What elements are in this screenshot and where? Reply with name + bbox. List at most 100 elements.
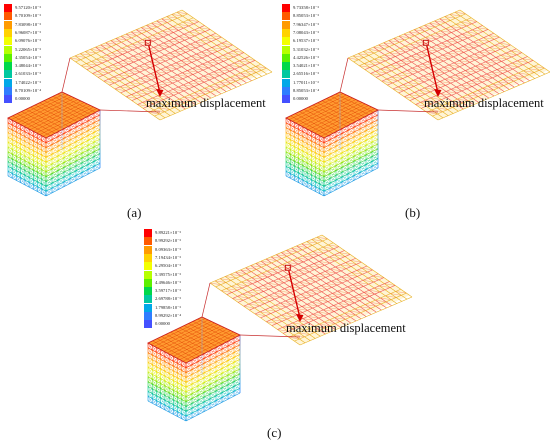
roof-brace — [324, 321, 336, 324]
panel-c: 9.89221×10⁻³ 8.99292×10⁻³ 8.09363×10⁻³ 7.19… — [140, 225, 415, 446]
legend-swatch — [4, 20, 12, 29]
roof-brace — [495, 57, 507, 60]
brace — [311, 147, 316, 151]
brace — [29, 160, 34, 164]
brace — [87, 156, 95, 165]
roof-brace — [110, 40, 122, 43]
roof-brace — [272, 268, 283, 271]
brace — [12, 146, 17, 150]
roof-brace — [207, 61, 219, 64]
brace — [160, 395, 165, 399]
brace — [169, 394, 174, 398]
roof-brace — [415, 104, 427, 107]
roof-brace — [251, 277, 263, 280]
brace — [33, 133, 38, 137]
floor-beam — [7, 175, 47, 197]
brace — [215, 368, 223, 377]
brace — [93, 119, 101, 128]
roof-brace — [481, 75, 493, 79]
brace — [156, 393, 161, 396]
brace — [329, 151, 337, 160]
brace — [290, 151, 295, 155]
brace — [24, 162, 30, 166]
brace — [311, 172, 316, 175]
brace — [177, 404, 182, 408]
brace — [371, 163, 379, 172]
floor-beam — [7, 146, 47, 168]
brace — [203, 398, 211, 407]
roof-brace — [392, 88, 404, 91]
roof-brace — [209, 85, 221, 88]
roof-brace — [120, 86, 131, 89]
legend-value: 1.77011×10⁻³ — [293, 79, 319, 85]
brace — [221, 360, 229, 369]
legend-value: 5.22065×10⁻³ — [15, 46, 41, 52]
brace — [181, 391, 187, 395]
brace — [371, 148, 379, 157]
floor-beam — [285, 122, 325, 144]
roof-brace — [296, 308, 308, 311]
roof-brace — [216, 45, 228, 48]
legend-swatch — [282, 37, 290, 46]
brace — [341, 125, 349, 134]
roof-brace — [426, 112, 438, 115]
brace — [12, 127, 17, 131]
brace — [347, 146, 355, 155]
brace — [7, 163, 13, 167]
roof-brace — [289, 286, 301, 289]
brace — [298, 126, 303, 130]
brace — [203, 379, 211, 388]
roof-brace — [184, 34, 195, 37]
roof-brace — [120, 36, 132, 39]
legend-swatch — [282, 70, 290, 79]
floor-beam — [147, 347, 187, 369]
brace — [20, 179, 25, 183]
brace — [319, 186, 325, 190]
roof-brace — [218, 69, 230, 72]
annotation-arrow — [148, 45, 161, 94]
brace — [41, 152, 47, 156]
brace — [45, 154, 53, 163]
roof-brace — [86, 63, 98, 66]
brace — [227, 391, 235, 400]
brace — [347, 175, 355, 184]
brace — [185, 369, 193, 378]
legend-value: 6.29504×10⁻³ — [155, 263, 181, 269]
roof-brace — [341, 276, 353, 279]
brace — [93, 143, 101, 152]
legend-value: 2.69788×10⁻³ — [155, 296, 181, 302]
roof-brace — [462, 96, 474, 99]
brace — [16, 172, 21, 176]
roof-brace — [112, 64, 124, 67]
brace — [12, 131, 17, 135]
brace — [169, 361, 174, 364]
legend-swatch — [144, 295, 152, 304]
roof-brace — [239, 60, 251, 63]
brace — [215, 373, 223, 382]
legend-value: 6.09076×10⁻³ — [15, 38, 41, 44]
brace — [57, 172, 65, 181]
brace — [169, 356, 174, 360]
brace — [63, 130, 71, 139]
brace — [359, 120, 367, 130]
brace — [63, 139, 71, 149]
brace — [81, 140, 89, 149]
roof-brace — [447, 52, 459, 55]
roof-brace — [466, 19, 477, 22]
floor-beam — [185, 363, 241, 393]
legend-row: 0.00000 — [4, 95, 64, 104]
brace — [315, 169, 320, 173]
roof-brace — [325, 271, 336, 274]
legend-value: 4.49646×10⁻³ — [155, 279, 181, 285]
brace — [341, 168, 349, 178]
brace — [29, 145, 34, 149]
legend-row: 8.99292×10⁻³ — [144, 237, 204, 246]
roof-brace — [245, 70, 257, 73]
brace — [347, 161, 355, 170]
floor-beam — [185, 387, 241, 417]
brace — [335, 143, 343, 152]
roof-brace — [285, 300, 297, 303]
roof-brace — [308, 316, 319, 319]
floor-beam — [323, 143, 379, 173]
roof-brace — [245, 267, 257, 270]
